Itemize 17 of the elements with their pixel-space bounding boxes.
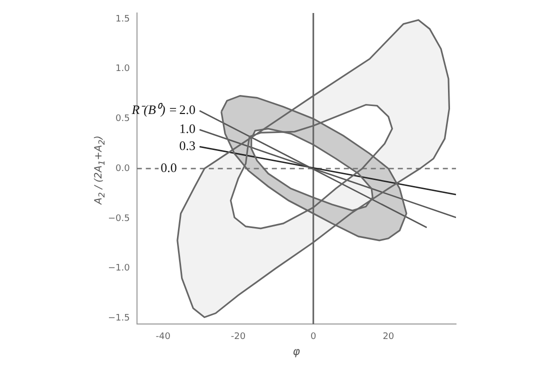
y-tick-label: 1.0 bbox=[116, 64, 130, 74]
x-tick-label: -20 bbox=[230, 332, 246, 342]
y-tick-label: 0.5 bbox=[116, 114, 130, 124]
series-label: 1.0 bbox=[179, 121, 196, 136]
series-label: 0.0 bbox=[160, 160, 177, 176]
y-tick-label: −0.5 bbox=[108, 214, 130, 224]
series-label: 0.3 bbox=[179, 138, 196, 154]
y-tick-label: 0.0 bbox=[116, 164, 130, 174]
series-label: 2.0 bbox=[179, 102, 196, 118]
annotation: R⁻(B⁰) = bbox=[130, 102, 178, 118]
y-tick-label: −1.5 bbox=[108, 314, 130, 324]
y-tick-label: −1.0 bbox=[108, 264, 130, 274]
x-axis-title: φ bbox=[292, 345, 300, 358]
x-tick-label: 20 bbox=[382, 332, 394, 342]
y-tick-label: 1.5 bbox=[116, 14, 130, 24]
x-tick-label: -40 bbox=[156, 332, 171, 342]
x-tick-label: 0 bbox=[310, 332, 316, 342]
